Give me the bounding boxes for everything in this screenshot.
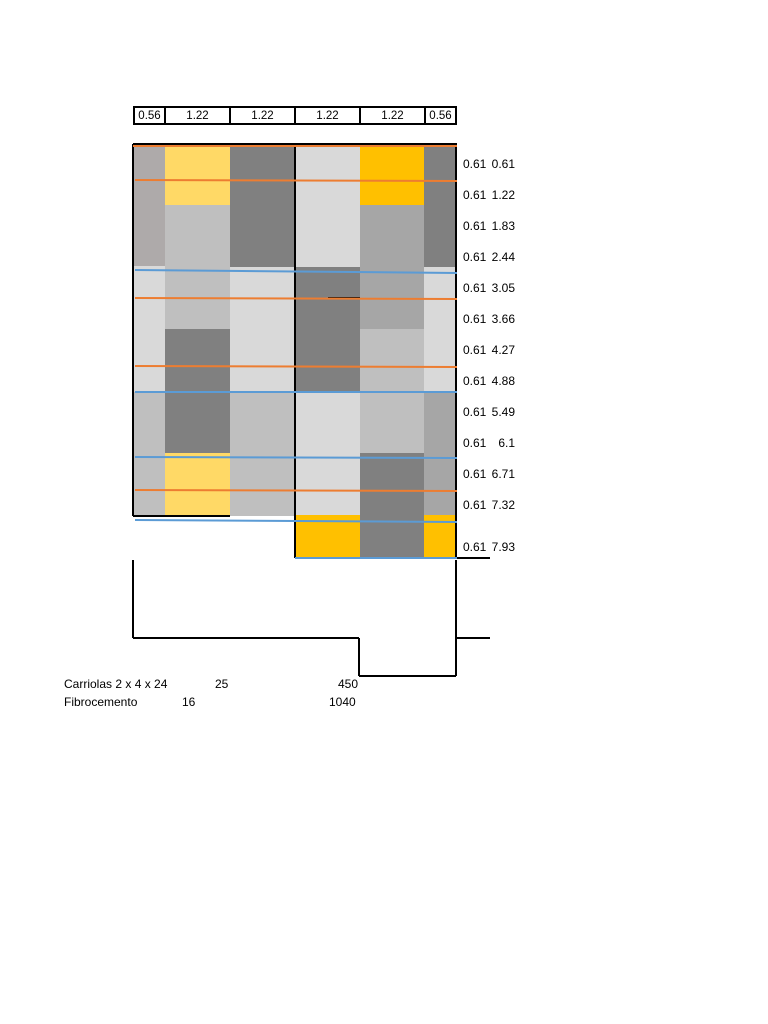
column-width-cell: 1.22 [359,106,426,125]
column-width-cell: 0.56 [424,106,457,125]
panel-cell [165,205,230,267]
row-cumulative: 4.88 [491,374,515,388]
row-cumulative: 1.83 [491,219,515,233]
row-width: 0.61 [463,250,487,264]
panel-cell [424,267,456,392]
panel-cell [134,458,165,516]
row-label: 0.61 6.71 [463,467,523,483]
row-label: 0.61 4.88 [463,374,523,390]
row-label: 0.61 2.44 [463,250,523,266]
panel-cell [134,392,165,458]
blue-lines [134,269,458,559]
material-qty: 16 [182,695,196,709]
row-cumulative: 5.49 [491,405,515,419]
row-width: 0.61 [463,219,487,233]
panel-cell [230,267,295,392]
panel-cell [230,146,295,267]
row-label: 0.61 1.83 [463,219,523,235]
row-cumulative: 3.66 [491,312,515,326]
row-cumulative: 6.1 [498,436,515,450]
row-cumulative: 7.32 [491,498,515,512]
row-cumulative: 7.93 [491,540,515,554]
row-width: 0.61 [463,157,487,171]
row-cumulative: 4.27 [491,343,515,357]
outline-frame [132,143,490,677]
row-label: 0.61 4.27 [463,343,523,359]
row-label: 0.61 7.32 [463,498,523,514]
row-cumulative: 3.05 [491,281,515,295]
panel-cell [134,146,165,266]
panel-cell [424,146,456,267]
row-width: 0.61 [463,281,487,295]
row-cumulative: 1.22 [491,188,515,202]
row-width: 0.61 [463,312,487,326]
material-total: 1040 [329,695,356,709]
row-width: 0.61 [463,188,487,202]
row-label: 0.61 1.22 [463,188,523,204]
row-label: 0.61 3.05 [463,281,523,297]
row-width: 0.61 [463,498,487,512]
row-width: 0.61 [463,405,487,419]
panel-cell [360,146,424,205]
row-label: 0.61 5.49 [463,405,523,421]
row-cumulative: 2.44 [491,250,515,264]
material-name: Carriolas 2 x 4 x 24 [64,677,168,691]
panel-cell [230,392,295,516]
panel-cell [165,146,230,205]
row-width: 0.61 [463,540,487,554]
row-cumulative: 0.61 [491,157,515,171]
panel-cell [134,266,165,392]
orange-lines [133,145,458,492]
panel-cell [165,453,230,516]
column-width-cell: 1.22 [164,106,231,125]
panel-cell [360,453,424,558]
material-qty: 25 [215,677,229,691]
panel-cell [295,391,360,515]
row-label: 0.61 6.1 [463,436,523,452]
row-width: 0.61 [463,374,487,388]
column-width-cell: 1.22 [294,106,361,125]
column-width-cell: 1.22 [229,106,296,125]
panel-cell [295,146,360,267]
row-label: 0.61 3.66 [463,312,523,328]
panel-cell [295,267,360,391]
row-cumulative: 6.71 [491,467,515,481]
row-width: 0.61 [463,343,487,357]
material-name: Fibrocemento [64,695,138,709]
material-total: 450 [338,677,359,691]
row-label: 0.61 7.93 [463,540,523,556]
row-width: 0.61 [463,467,487,481]
panel-cell [360,205,424,267]
row-label: 0.61 0.61 [463,157,523,173]
panel-cell [424,392,456,515]
row-width: 0.61 [463,436,487,450]
